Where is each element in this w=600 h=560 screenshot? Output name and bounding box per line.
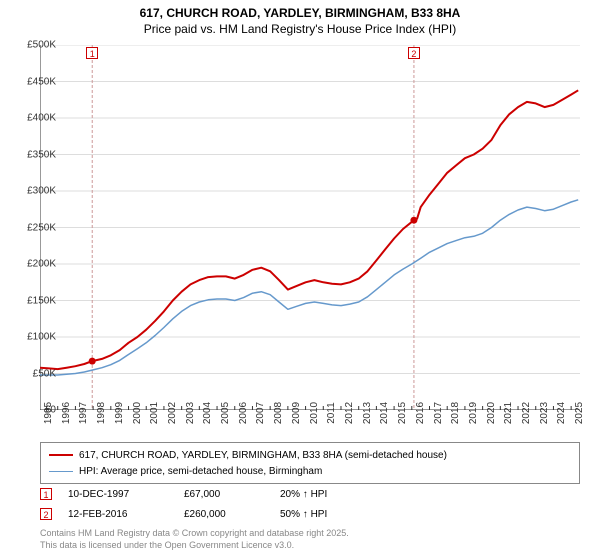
legend-row-hpi: HPI: Average price, semi-detached house,…: [49, 463, 571, 479]
y-tick-label: £200K: [16, 259, 56, 270]
footer-line2: This data is licensed under the Open Gov…: [40, 540, 580, 552]
x-tick-label: 2019: [468, 402, 479, 424]
sale-pct-2: 50% ↑ HPI: [280, 509, 380, 520]
x-tick-label: 2008: [273, 402, 284, 424]
legend-row-property: 617, CHURCH ROAD, YARDLEY, BIRMINGHAM, B…: [49, 447, 571, 463]
sale-row-1: 1 10-DEC-1997 £67,000 20% ↑ HPI: [40, 484, 580, 504]
legend-label-property: 617, CHURCH ROAD, YARDLEY, BIRMINGHAM, B…: [79, 450, 447, 461]
legend-box: 617, CHURCH ROAD, YARDLEY, BIRMINGHAM, B…: [40, 442, 580, 484]
sale-marker-1: 1: [40, 488, 52, 500]
x-tick-label: 2016: [415, 402, 426, 424]
x-tick-label: 2011: [326, 402, 337, 424]
x-tick-label: 2022: [521, 402, 532, 424]
chart-marker-1: 1: [86, 47, 98, 59]
sale-row-2: 2 12-FEB-2016 £260,000 50% ↑ HPI: [40, 504, 580, 524]
x-tick-label: 2006: [238, 402, 249, 424]
title-line1: 617, CHURCH ROAD, YARDLEY, BIRMINGHAM, B…: [0, 6, 600, 22]
x-tick-label: 1998: [96, 402, 107, 424]
x-tick-label: 2007: [255, 402, 266, 424]
x-tick-label: 2005: [220, 402, 231, 424]
y-tick-label: £150K: [16, 295, 56, 306]
x-tick-label: 2023: [539, 402, 550, 424]
y-tick-label: £100K: [16, 332, 56, 343]
sale-date-2: 12-FEB-2016: [68, 509, 168, 520]
legend-label-hpi: HPI: Average price, semi-detached house,…: [79, 466, 322, 477]
y-tick-label: £500K: [16, 40, 56, 51]
y-tick-label: £350K: [16, 149, 56, 160]
x-tick-label: 1997: [78, 402, 89, 424]
x-tick-label: 2001: [149, 402, 160, 424]
x-tick-label: 2003: [185, 402, 196, 424]
x-tick-label: 2013: [362, 402, 373, 424]
sales-block: 1 10-DEC-1997 £67,000 20% ↑ HPI 2 12-FEB…: [40, 484, 580, 524]
title-block: 617, CHURCH ROAD, YARDLEY, BIRMINGHAM, B…: [0, 0, 600, 37]
sale-pct-1: 20% ↑ HPI: [280, 489, 380, 500]
x-tick-label: 2014: [379, 402, 390, 424]
y-tick-label: £250K: [16, 222, 56, 233]
sale-price-1: £67,000: [184, 489, 264, 500]
x-tick-label: 2017: [433, 402, 444, 424]
x-tick-label: 2010: [309, 402, 320, 424]
x-tick-label: 2018: [450, 402, 461, 424]
legend-swatch-red: [49, 454, 73, 456]
x-tick-label: 2004: [202, 402, 213, 424]
x-tick-label: 1996: [61, 402, 72, 424]
chart-svg: [40, 45, 580, 410]
y-tick-label: £50K: [16, 368, 56, 379]
footer-line1: Contains HM Land Registry data © Crown c…: [40, 528, 580, 540]
sale-marker-2: 2: [40, 508, 52, 520]
x-tick-label: 1999: [114, 402, 125, 424]
title-line2: Price paid vs. HM Land Registry's House …: [0, 22, 600, 38]
x-tick-label: 2021: [503, 402, 514, 424]
x-tick-label: 2000: [132, 402, 143, 424]
sale-date-1: 10-DEC-1997: [68, 489, 168, 500]
x-tick-label: 2015: [397, 402, 408, 424]
x-tick-label: 2012: [344, 402, 355, 424]
y-tick-label: £0: [16, 405, 56, 416]
x-tick-label: 2020: [486, 402, 497, 424]
chart-container: 617, CHURCH ROAD, YARDLEY, BIRMINGHAM, B…: [0, 0, 600, 560]
x-tick-label: 2025: [574, 402, 585, 424]
y-tick-label: £300K: [16, 186, 56, 197]
x-tick-label: 2024: [556, 402, 567, 424]
x-tick-label: 2009: [291, 402, 302, 424]
sale-price-2: £260,000: [184, 509, 264, 520]
y-tick-label: £450K: [16, 76, 56, 87]
footer: Contains HM Land Registry data © Crown c…: [40, 528, 580, 551]
y-tick-label: £400K: [16, 113, 56, 124]
chart-area: 1219951996199719981999200020012002200320…: [40, 45, 580, 410]
x-tick-label: 2002: [167, 402, 178, 424]
chart-marker-2: 2: [408, 47, 420, 59]
legend-swatch-blue: [49, 471, 73, 472]
